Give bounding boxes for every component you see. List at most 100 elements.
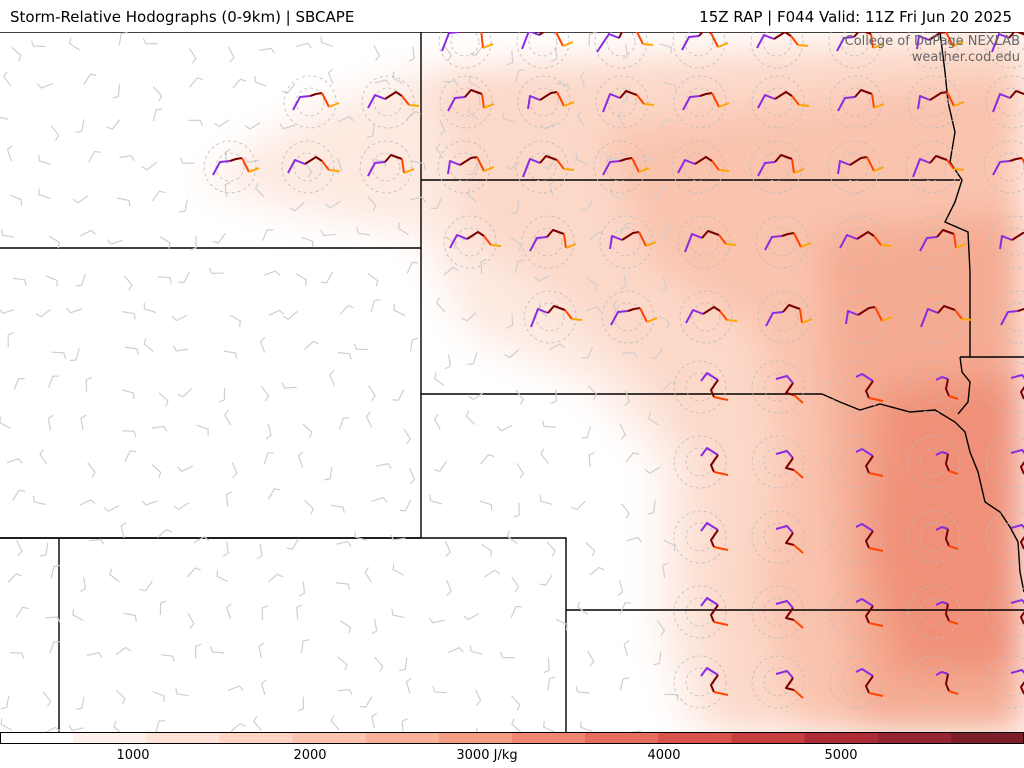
wind-barb [327, 68, 334, 85]
hodograph-trace [775, 670, 794, 679]
wind-barb [506, 50, 514, 66]
wind-barb [106, 239, 123, 245]
hodograph-trace [961, 318, 973, 321]
hodograph-trace [480, 32, 484, 49]
hodograph [907, 360, 961, 414]
wind-barb [177, 271, 191, 284]
hodograph-ring [535, 302, 565, 332]
wind-barb [624, 389, 631, 406]
hodograph-ring [997, 447, 1024, 477]
wind-barb [151, 425, 168, 432]
hodograph-trace [713, 621, 729, 626]
hodograph-trace [855, 448, 874, 457]
hodograph-ring [751, 75, 805, 129]
hodograph-trace [868, 397, 884, 402]
wind-barb [124, 275, 133, 291]
colorbar-segment [438, 732, 513, 744]
hodograph [359, 140, 415, 194]
hodograph-trace [871, 93, 875, 109]
wind-barb [619, 677, 630, 691]
hodograph-trace [999, 235, 1013, 250]
wind-barb [399, 499, 412, 512]
wind-barb [433, 372, 445, 387]
hodograph-trace [948, 395, 959, 400]
hodograph [521, 215, 577, 269]
hodograph-ring [749, 140, 803, 194]
hodograph-trace [229, 157, 243, 162]
wind-barb [297, 451, 304, 468]
hodograph-trace [718, 234, 727, 245]
hodograph-ring [517, 75, 571, 129]
wind-barb [515, 69, 525, 83]
hodograph-trace [1010, 524, 1024, 529]
wind-barb [39, 542, 49, 557]
wind-barb [443, 80, 459, 87]
wind-barb [433, 414, 441, 430]
hodograph-trace [935, 671, 949, 676]
wind-barb [622, 351, 638, 359]
hodograph-ring [673, 360, 727, 414]
hodograph-trace [726, 319, 738, 322]
hodograph-trace [764, 235, 783, 251]
wind-barb [510, 237, 522, 251]
hodograph-trace [241, 157, 250, 173]
hodograph-trace [948, 690, 959, 695]
wind-barb [173, 502, 190, 511]
hodograph-ring [905, 140, 959, 194]
hodograph-trace [853, 32, 872, 38]
hodograph-trace [865, 455, 874, 474]
wind-barb [175, 687, 189, 697]
hodograph-ring [523, 290, 577, 344]
wind-barb [555, 82, 570, 91]
hodograph-trace [855, 373, 874, 382]
wind-barb [80, 414, 87, 431]
hodograph [361, 75, 420, 129]
hodograph-trace [855, 668, 874, 677]
hodograph [827, 140, 885, 194]
wind-barb [51, 351, 67, 359]
hodograph-trace [839, 234, 858, 249]
wind-barb [365, 411, 373, 428]
hodograph [673, 75, 730, 129]
wind-barb [157, 276, 173, 284]
hodograph-trace [857, 306, 876, 316]
wind-barb [210, 646, 225, 654]
hodograph-ring [985, 510, 1024, 564]
hodograph-ring [845, 227, 875, 257]
wind-barb [253, 715, 262, 731]
hodograph-trace [1000, 310, 1019, 326]
hodograph [829, 585, 884, 639]
hodograph-trace [793, 168, 805, 174]
wind-barb [304, 499, 315, 515]
wind-barb [484, 569, 500, 578]
hodograph-map [0, 32, 1024, 732]
hodograph [673, 655, 729, 709]
hodograph [679, 290, 738, 344]
wind-barb [264, 270, 281, 276]
wind-barb [511, 718, 522, 732]
wind-barb [408, 46, 415, 62]
wind-barb [461, 312, 477, 322]
wind-barb [7, 572, 23, 583]
wind-barb [376, 463, 392, 470]
hodograph-trace [1010, 449, 1024, 454]
wind-barb [79, 499, 96, 506]
hodograph [828, 32, 884, 69]
wind-barb [664, 693, 679, 701]
hodograph-trace [953, 233, 957, 249]
wind-barb [330, 715, 340, 731]
wind-barb [225, 603, 232, 620]
hodograph [749, 140, 805, 194]
wind-barb [661, 276, 668, 293]
hodograph-trace [292, 95, 311, 111]
wind-barb [229, 314, 242, 328]
hodograph-trace [702, 306, 721, 315]
wind-barb [540, 122, 557, 130]
hodograph [751, 435, 805, 489]
wind-barb [331, 504, 345, 514]
wind-barb [48, 235, 60, 249]
wind-barb [45, 275, 58, 287]
wind-barb [588, 452, 595, 468]
wind-barb [338, 417, 350, 430]
hodograph-trace [521, 32, 540, 50]
